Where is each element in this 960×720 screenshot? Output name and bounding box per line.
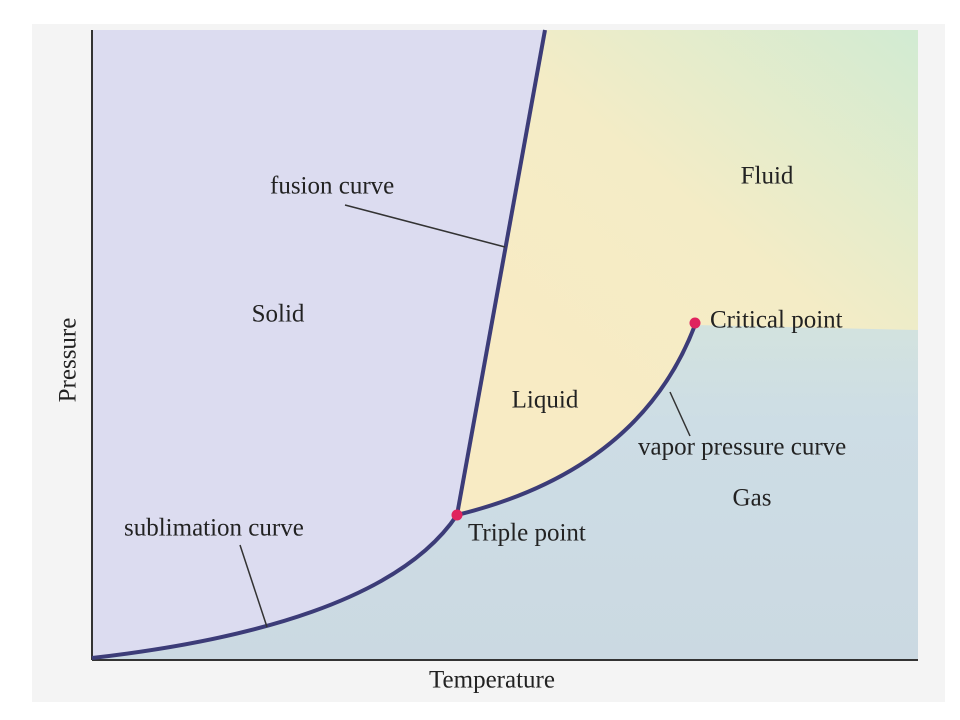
region-label: Solid — [252, 301, 305, 328]
solid-region — [92, 30, 545, 658]
point-label: Critical point — [710, 307, 843, 334]
curve-label: sublimation curve — [124, 515, 304, 542]
x-axis-label: Temperature — [429, 667, 555, 694]
leader-line — [669, 391, 691, 437]
curve-label: fusion curve — [270, 173, 394, 200]
region-label: Fluid — [741, 163, 794, 190]
vapor-curve — [456, 324, 697, 517]
sublimation-curve — [91, 513, 459, 660]
point-label: Triple point — [468, 520, 586, 547]
region-label: Gas — [733, 485, 772, 512]
critical-point — [689, 317, 701, 329]
curve-label: vapor pressure curve — [638, 434, 846, 461]
leader-line — [239, 544, 268, 628]
leader-line — [344, 204, 506, 248]
triple-point — [451, 509, 463, 521]
y-axis-label: Pressure — [55, 318, 82, 403]
fusion-curve — [455, 29, 547, 516]
region-label: Liquid — [512, 387, 579, 414]
liquid-fluid-region — [457, 30, 918, 515]
